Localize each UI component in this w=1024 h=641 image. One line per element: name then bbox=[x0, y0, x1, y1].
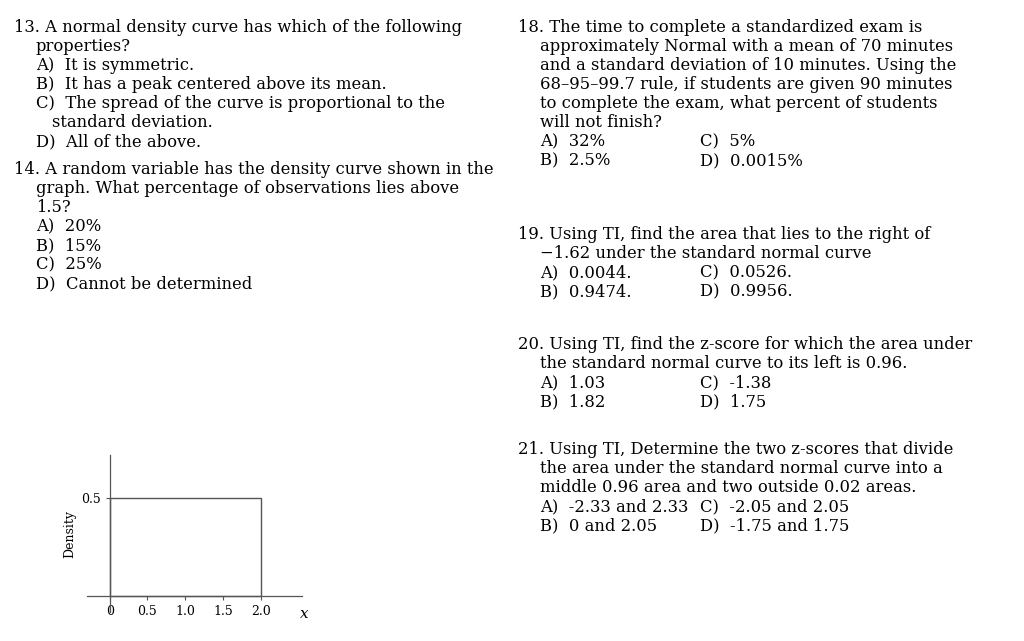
Text: A)  1.03: A) 1.03 bbox=[540, 374, 605, 391]
Text: B)  It has a peak centered above its mean.: B) It has a peak centered above its mean… bbox=[36, 76, 387, 93]
Text: D)  -1.75 and 1.75: D) -1.75 and 1.75 bbox=[700, 517, 849, 534]
Text: middle 0.96 area and two outside 0.02 areas.: middle 0.96 area and two outside 0.02 ar… bbox=[540, 479, 916, 496]
Text: 18. The time to complete a standardized exam is: 18. The time to complete a standardized … bbox=[518, 19, 923, 36]
Text: −1.62 under the standard normal curve: −1.62 under the standard normal curve bbox=[540, 245, 871, 262]
Text: B)  15%: B) 15% bbox=[36, 237, 101, 254]
Text: A)  -2.33 and 2.33: A) -2.33 and 2.33 bbox=[540, 498, 688, 515]
Text: and a standard deviation of 10 minutes. Using the: and a standard deviation of 10 minutes. … bbox=[540, 57, 956, 74]
Text: A)  0.0044.: A) 0.0044. bbox=[540, 264, 632, 281]
Text: D)  0.0015%: D) 0.0015% bbox=[700, 152, 803, 169]
Text: C)  5%: C) 5% bbox=[700, 133, 756, 150]
Text: to complete the exam, what percent of students: to complete the exam, what percent of st… bbox=[540, 95, 938, 112]
Text: 20. Using TI, find the z-score for which the area under: 20. Using TI, find the z-score for which… bbox=[518, 336, 972, 353]
Text: 21. Using TI, Determine the two z-scores that divide: 21. Using TI, Determine the two z-scores… bbox=[518, 441, 953, 458]
Text: C)  25%: C) 25% bbox=[36, 256, 101, 273]
Text: 14. A random variable has the density curve shown in the: 14. A random variable has the density cu… bbox=[14, 161, 494, 178]
Text: B)  2.5%: B) 2.5% bbox=[540, 152, 610, 169]
Text: 68–95–99.7 rule, if students are given 90 minutes: 68–95–99.7 rule, if students are given 9… bbox=[540, 76, 952, 93]
Text: A)  32%: A) 32% bbox=[540, 133, 605, 150]
Text: A)  It is symmetric.: A) It is symmetric. bbox=[36, 57, 195, 74]
Text: graph. What percentage of observations lies above: graph. What percentage of observations l… bbox=[36, 180, 459, 197]
Text: D)  All of the above.: D) All of the above. bbox=[36, 133, 201, 150]
Text: x: x bbox=[300, 607, 308, 621]
Y-axis label: Density: Density bbox=[63, 510, 77, 558]
Text: B)  1.82: B) 1.82 bbox=[540, 393, 605, 410]
Text: 1.5?: 1.5? bbox=[36, 199, 71, 216]
Text: will not finish?: will not finish? bbox=[540, 114, 662, 131]
Text: D)  1.75: D) 1.75 bbox=[700, 393, 766, 410]
Text: 13. A normal density curve has which of the following: 13. A normal density curve has which of … bbox=[14, 19, 462, 36]
Text: A)  20%: A) 20% bbox=[36, 218, 101, 235]
Text: standard deviation.: standard deviation. bbox=[52, 114, 213, 131]
Bar bbox=[110, 498, 260, 596]
Text: C)  -2.05 and 2.05: C) -2.05 and 2.05 bbox=[700, 498, 849, 515]
Text: 19. Using TI, find the area that lies to the right of: 19. Using TI, find the area that lies to… bbox=[518, 226, 931, 243]
Text: the area under the standard normal curve into a: the area under the standard normal curve… bbox=[540, 460, 943, 477]
Text: D)  0.9956.: D) 0.9956. bbox=[700, 283, 793, 300]
Text: C)  0.0526.: C) 0.0526. bbox=[700, 264, 792, 281]
Text: C)  -1.38: C) -1.38 bbox=[700, 374, 771, 391]
Text: the standard normal curve to its left is 0.96.: the standard normal curve to its left is… bbox=[540, 355, 907, 372]
Text: properties?: properties? bbox=[36, 38, 131, 55]
Text: approximately Normal with a mean of 70 minutes: approximately Normal with a mean of 70 m… bbox=[540, 38, 953, 55]
Text: B)  0 and 2.05: B) 0 and 2.05 bbox=[540, 517, 657, 534]
Text: C)  The spread of the curve is proportional to the: C) The spread of the curve is proportion… bbox=[36, 95, 445, 112]
Text: B)  0.9474.: B) 0.9474. bbox=[540, 283, 632, 300]
Text: D)  Cannot be determined: D) Cannot be determined bbox=[36, 275, 252, 292]
